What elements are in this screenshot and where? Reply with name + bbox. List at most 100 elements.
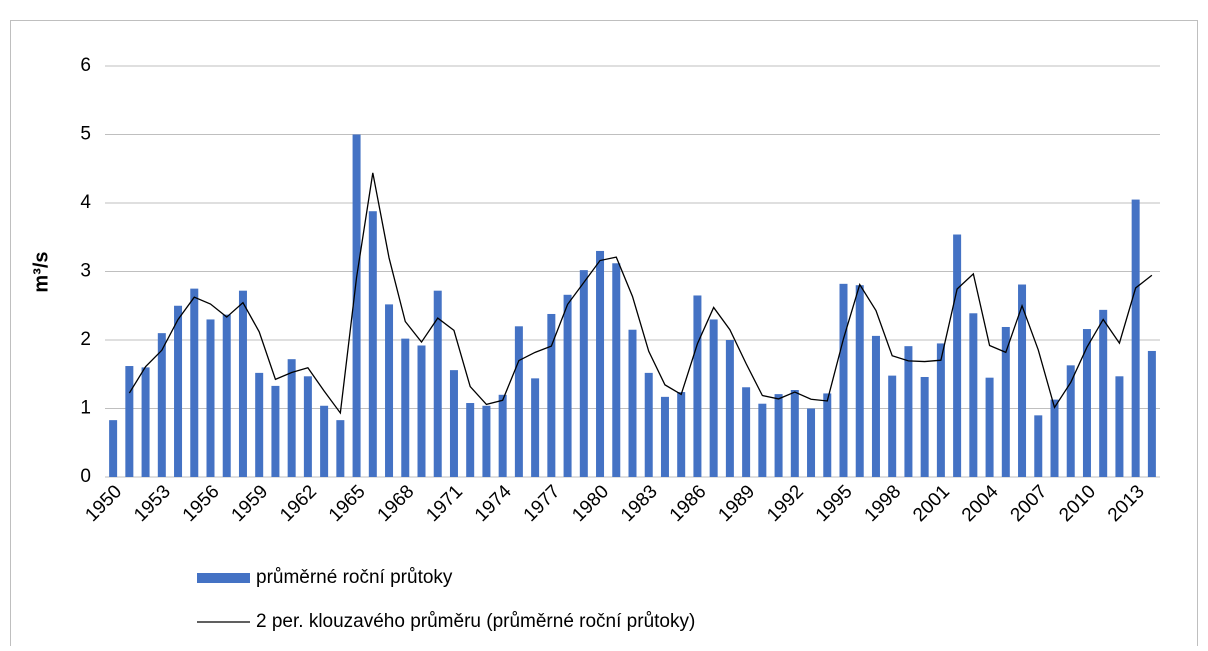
bar xyxy=(628,329,637,477)
bar xyxy=(498,394,507,477)
x-tick-label: 2010 xyxy=(1055,481,1100,526)
x-tick-label: 1995 xyxy=(812,481,857,526)
y-tick-label: 0 xyxy=(80,466,91,487)
x-tick-label: 1977 xyxy=(520,481,565,526)
bar xyxy=(644,372,653,477)
legend-label: 2 per. klouzavého průměru (průměrné ročn… xyxy=(256,611,695,632)
bar xyxy=(693,295,702,477)
x-tick-label: 1956 xyxy=(179,481,224,526)
bar xyxy=(807,408,816,477)
bar xyxy=(287,359,296,477)
bar xyxy=(563,294,572,477)
x-tick-label: 1989 xyxy=(714,481,759,526)
y-axis-title: m³/s xyxy=(30,251,52,292)
x-tick-label: 1992 xyxy=(763,481,808,526)
bar xyxy=(514,326,523,477)
legend-label: průměrné roční průtoky xyxy=(256,567,453,588)
bar xyxy=(1115,376,1124,477)
y-tick-label: 6 xyxy=(80,55,91,76)
bar xyxy=(1018,284,1027,477)
bar xyxy=(401,338,410,477)
bar xyxy=(238,290,247,477)
x-tick-label: 1971 xyxy=(422,481,467,526)
bar xyxy=(677,392,686,477)
bar xyxy=(936,343,945,477)
bar xyxy=(141,367,150,477)
bar xyxy=(1082,329,1091,477)
bar xyxy=(871,335,880,477)
x-tick-label: 1983 xyxy=(617,481,662,526)
bar xyxy=(1066,365,1075,477)
y-tick-label: 1 xyxy=(80,398,91,419)
x-tick-label: 2004 xyxy=(958,481,1003,526)
bar xyxy=(790,390,799,477)
bar xyxy=(417,345,426,477)
bar xyxy=(368,211,377,477)
bar xyxy=(596,250,605,477)
bar xyxy=(352,134,361,477)
y-tick-label: 2 xyxy=(80,329,91,350)
y-tick-label: 4 xyxy=(80,192,91,213)
x-tick-label: 1962 xyxy=(276,481,321,526)
bar xyxy=(255,372,264,477)
bar xyxy=(1034,415,1043,477)
bar xyxy=(579,270,588,477)
bar xyxy=(1147,350,1156,477)
x-tick-label: 1980 xyxy=(568,481,613,526)
y-tick-label: 5 xyxy=(80,124,91,145)
bar xyxy=(303,376,312,477)
bar xyxy=(855,285,864,477)
bar xyxy=(774,394,783,477)
bar xyxy=(839,283,848,477)
bar xyxy=(709,319,718,477)
bar xyxy=(1099,309,1108,477)
bar xyxy=(547,313,556,477)
bar xyxy=(1050,399,1059,477)
bar xyxy=(271,385,280,477)
bar xyxy=(482,405,491,477)
bar xyxy=(904,346,913,477)
bar xyxy=(109,420,118,477)
y-tick-label: 3 xyxy=(80,261,91,282)
bar xyxy=(174,305,183,477)
x-tick-label: 1965 xyxy=(325,481,370,526)
bar xyxy=(660,396,669,477)
bar xyxy=(190,288,199,477)
bar xyxy=(969,313,978,477)
bar xyxy=(758,403,767,477)
bar xyxy=(612,263,621,477)
bar xyxy=(385,304,394,477)
bar xyxy=(433,290,442,477)
x-tick-label: 1974 xyxy=(471,481,516,526)
bar xyxy=(1131,199,1140,477)
bar xyxy=(725,340,734,477)
bar xyxy=(336,420,345,477)
bar xyxy=(1001,326,1010,477)
x-tick-label: 2001 xyxy=(909,481,954,526)
bar xyxy=(206,319,215,477)
moving-average-line xyxy=(128,172,1153,415)
bar xyxy=(157,333,166,477)
x-tick-label: 2007 xyxy=(1007,481,1052,526)
bar xyxy=(953,234,962,477)
x-tick-label: 1998 xyxy=(861,481,906,526)
bar xyxy=(742,387,751,477)
x-tick-label: 2013 xyxy=(1104,481,1149,526)
legend-swatch xyxy=(197,573,250,583)
x-tick-label: 1959 xyxy=(228,481,273,526)
bar xyxy=(449,370,458,477)
x-tick-label: 1986 xyxy=(666,481,711,526)
x-tick-label: 1968 xyxy=(374,481,419,526)
bar xyxy=(222,314,231,477)
x-tick-label: 1950 xyxy=(81,481,126,526)
x-tick-label: 1953 xyxy=(130,481,175,526)
bar xyxy=(985,377,994,477)
bar xyxy=(466,403,475,477)
chart-frame xyxy=(10,20,1198,651)
bar xyxy=(531,378,540,477)
bar xyxy=(920,376,929,477)
bar xyxy=(320,405,329,477)
bar xyxy=(888,375,897,477)
bar xyxy=(125,366,134,477)
